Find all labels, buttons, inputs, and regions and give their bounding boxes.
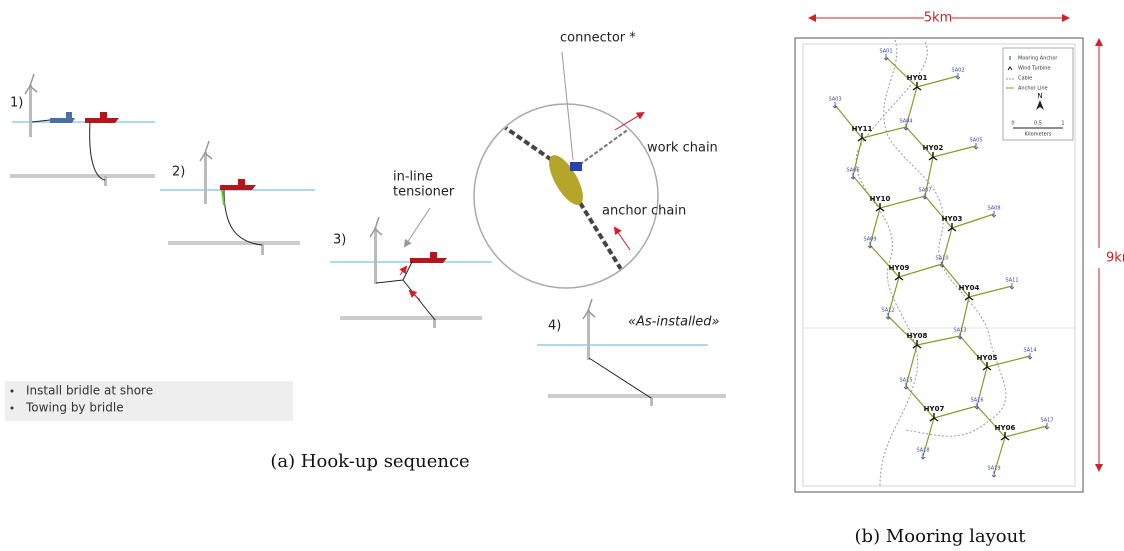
turbine-label: HY08 <box>907 332 928 340</box>
tensioner-label: tensioner <box>393 185 455 200</box>
figure: 1) 2) 3) 4) «As-installed» in-linetensioner co… <box>0 0 1124 547</box>
anchor-label: SA09 <box>863 237 876 243</box>
anchor-chain-label: anchor chain <box>602 204 686 219</box>
scale-unit: Kilometers <box>1025 132 1052 138</box>
anchor-label: SA14 <box>1023 348 1036 354</box>
anchor-label: SA02 <box>951 68 964 74</box>
anchor-label: SA13 <box>953 328 966 334</box>
anchor-label: SA06 <box>846 168 859 174</box>
turbine-label: HY05 <box>977 354 998 362</box>
step-label: 4) <box>548 319 561 334</box>
bullet-text: Install bridle at shore <box>26 384 153 398</box>
hookup-panel <box>5 52 726 421</box>
bullet-dot <box>11 390 14 393</box>
anchor-label: SA12 <box>881 308 894 314</box>
anchor-label: SA17 <box>1040 418 1053 424</box>
tensioner-label: in-line <box>393 170 433 185</box>
height-label: 9km <box>1106 251 1124 266</box>
bullet-dot <box>11 407 14 410</box>
width-label: 5km <box>924 11 952 26</box>
anchor-label: SA15 <box>899 378 912 384</box>
as-installed: «As-installed» <box>628 315 720 330</box>
step-label: 1) <box>10 96 23 111</box>
anchor-label: SA07 <box>918 188 931 194</box>
scale-label: 0.5 <box>1034 121 1042 127</box>
step-label: 3) <box>333 233 346 248</box>
turbine-label: HY02 <box>923 144 944 152</box>
legend-label: Cable <box>1018 76 1032 82</box>
turbine-label: HY10 <box>870 195 891 203</box>
scale-label: 1 <box>1061 121 1064 127</box>
connector-label: connector * <box>560 31 636 46</box>
north-label: N <box>1037 92 1042 100</box>
turbine-label: HY04 <box>959 284 980 292</box>
legend-label: Anchor Line <box>1018 86 1048 92</box>
anchor-label: SA05 <box>969 138 982 144</box>
turbine-label: HY07 <box>924 405 945 413</box>
anchor-label: SA04 <box>899 119 912 125</box>
turbine-label: HY09 <box>889 264 910 272</box>
turbine-label: HY01 <box>907 74 928 82</box>
caption: (a) Hook-up sequence <box>270 451 469 472</box>
scale-label: 0 <box>1011 121 1014 127</box>
bullet-text: Towing by bridle <box>25 401 124 415</box>
turbine-label: HY06 <box>995 424 1016 432</box>
step-label: 2) <box>172 165 185 180</box>
turbine-label: HY11 <box>852 125 873 133</box>
legend-label: Wind Turbine <box>1018 66 1050 72</box>
anchor-label: SA18 <box>916 448 929 454</box>
anchor-label: SA11 <box>1005 278 1018 284</box>
anchor-label: SA19 <box>987 466 1000 472</box>
anchor-label: SA16 <box>970 398 983 404</box>
work-chain-label: work chain <box>647 141 718 156</box>
legend-label: Mooring Anchor <box>1018 56 1058 62</box>
anchor-label: SA08 <box>987 206 1000 212</box>
turbine-label: HY03 <box>942 215 963 223</box>
anchor-label: SA01 <box>879 49 892 55</box>
anchor-label: SA10 <box>935 256 948 262</box>
layout-panel <box>795 8 1124 492</box>
anchor-label: SA03 <box>828 97 841 103</box>
caption: (b) Mooring layout <box>855 526 1027 547</box>
